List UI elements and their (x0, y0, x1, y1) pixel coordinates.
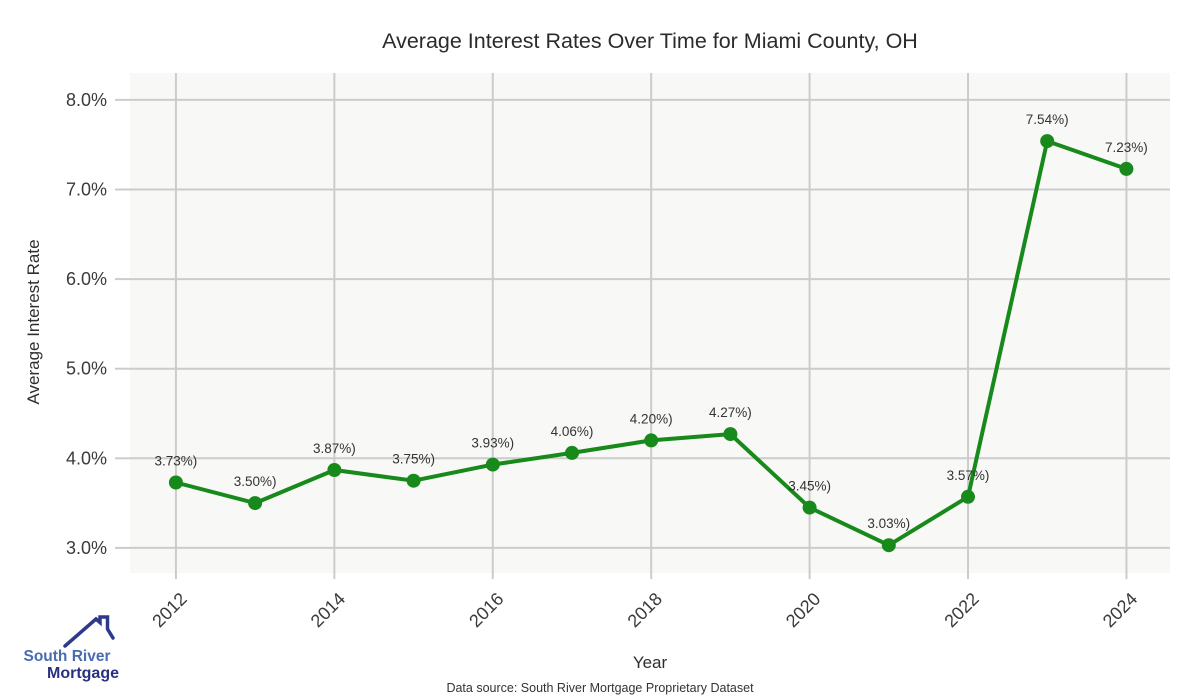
point-label: 3.03%) (867, 516, 910, 531)
point-label: 4.27%) (709, 405, 752, 420)
data-point (802, 500, 817, 515)
point-labels: 3.73%) 3.50%) 3.87%) 3.75%) 3.93%) 4.06%) 4.20… (155, 112, 1148, 531)
x-tick-label: 2022 (940, 589, 982, 631)
data-point (565, 445, 579, 460)
point-label: 7.23%) (1105, 140, 1148, 155)
point-label: 3.50%) (234, 474, 277, 489)
data-source-note: Data source: South River Mortgage Propri… (446, 681, 754, 695)
point-label: 7.54%) (1026, 112, 1069, 127)
data-point (485, 457, 500, 472)
point-label: 4.06%) (551, 424, 594, 439)
x-tick-label: 2020 (782, 589, 824, 631)
y-tick-label: 8.0% (66, 90, 107, 110)
x-tick-label: 2024 (1099, 589, 1141, 631)
point-label: 3.73%) (155, 454, 198, 469)
data-point (723, 427, 738, 442)
company-logo: South River Mortgage (24, 615, 119, 682)
data-point (406, 473, 421, 488)
x-tick-label: 2012 (148, 589, 190, 631)
point-label: 3.45%) (788, 479, 831, 494)
x-axis-title: Year (633, 653, 668, 672)
y-tick-label: 6.0% (66, 269, 107, 289)
point-label: 4.20%) (630, 411, 673, 426)
data-point (1040, 134, 1055, 149)
data-point (168, 475, 183, 490)
data-point (644, 433, 659, 448)
point-label: 3.87%) (313, 441, 356, 456)
x-tick-label: 2016 (465, 589, 507, 631)
logo-line1: South River (24, 648, 111, 665)
point-label: 3.57%) (947, 468, 990, 483)
data-point (881, 538, 896, 553)
point-label: 3.93%) (471, 436, 514, 451)
y-tick-label: 4.0% (66, 448, 107, 468)
data-point (1119, 161, 1134, 176)
house-roof-icon (63, 615, 115, 648)
logo-line2: Mortgage (47, 665, 119, 682)
plot-area (130, 73, 1170, 573)
y-tick-label: 7.0% (66, 179, 107, 199)
x-axis-tick-labels: 2012 2014 2016 2018 2020 2022 2024 (148, 589, 1141, 631)
data-series (168, 134, 1134, 553)
y-tick-label: 3.0% (66, 538, 107, 558)
chart-title: Average Interest Rates Over Time for Mia… (382, 29, 918, 53)
y-tick-label: 5.0% (66, 359, 107, 379)
y-axis-title: Average Interest Rate (24, 239, 43, 404)
x-tick-label: 2018 (624, 589, 666, 631)
data-point (961, 489, 975, 504)
data-point (327, 463, 342, 477)
x-tick-label: 2014 (307, 589, 349, 631)
point-label: 3.75%) (392, 452, 435, 467)
data-point (248, 496, 263, 511)
y-axis-tick-labels: 3.0% 4.0% 5.0% 6.0% 7.0% 8.0% (66, 90, 107, 558)
